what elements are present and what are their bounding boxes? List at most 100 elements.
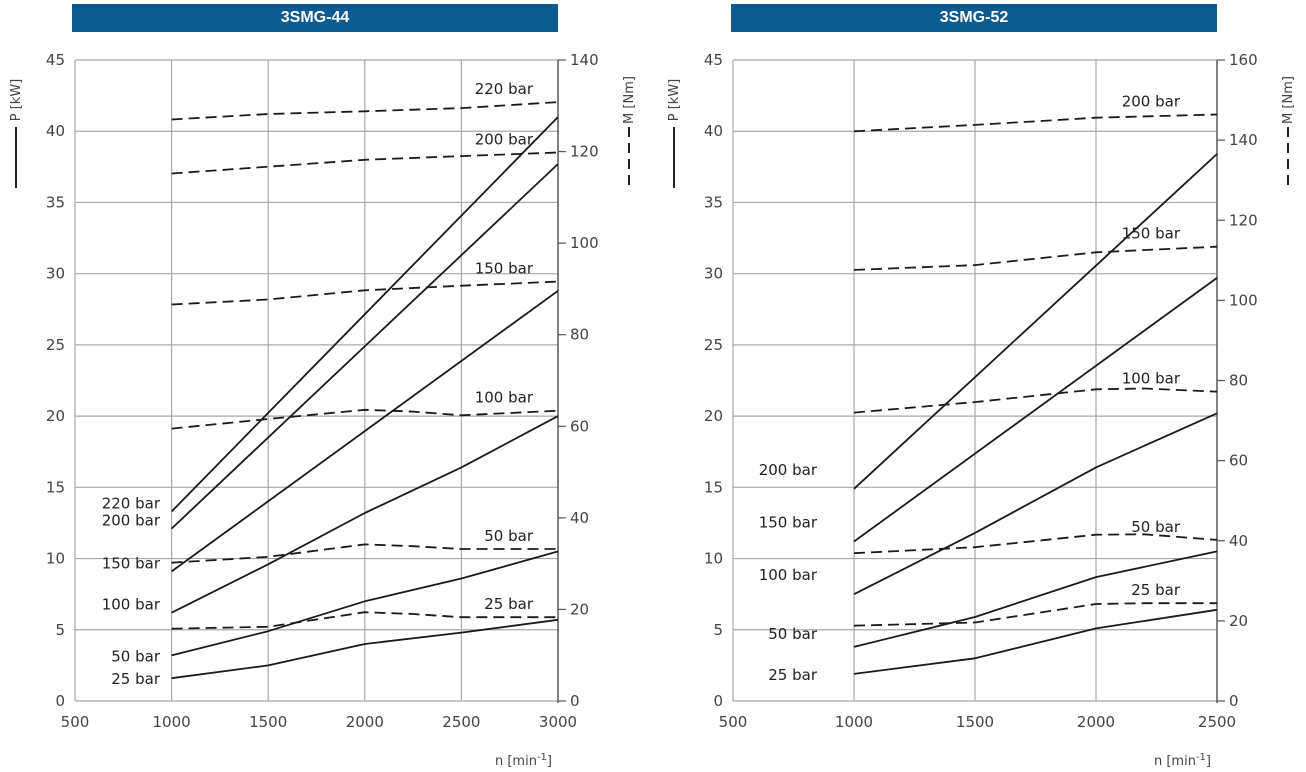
chart1-y2-tick-label: 60 (570, 417, 589, 435)
chart1-x-axis-label: n [min-1] (495, 752, 552, 769)
chart2-power-series-label: 50 bar (768, 625, 818, 643)
chart1-torque-line (171, 543, 558, 564)
chart1-power-series-label: 150 bar (102, 554, 161, 572)
chart1-power-series-label: 50 bar (111, 647, 161, 665)
chart2-y-tick-label: 45 (704, 51, 723, 69)
chart1-x-tick-label: 1000 (153, 713, 191, 731)
chart1-y2-tick-label: 40 (570, 509, 589, 527)
chart1-x-tick-label: 1500 (249, 713, 287, 731)
chart2-power-series-label: 150 bar (759, 513, 818, 531)
chart2-x-axis-label: n [min-1] (1154, 752, 1211, 769)
chart2-y-tick-label: 25 (704, 336, 723, 354)
chart1-power-line (170, 116, 559, 513)
chart1-y-tick-label: 20 (46, 407, 65, 425)
chart2-power-series-label: 100 bar (759, 566, 818, 584)
chart2-torque-series-label: 200 bar (1122, 92, 1181, 110)
chart1-y-tick-label: 40 (46, 122, 65, 140)
chart1-torque-series-label: 150 bar (475, 260, 534, 278)
chart1-x-tick-label: 500 (61, 713, 90, 731)
chart1-y2-tick-label: 0 (570, 692, 580, 710)
chart1-power-series-label: 220 bar (102, 495, 161, 513)
chart2-power-line (853, 550, 1218, 648)
chart2-x-tick-label: 2500 (1198, 713, 1236, 731)
chart2-torque-line (853, 245, 1218, 271)
chart1-torque-series-label: 25 bar (484, 595, 534, 613)
chart2-y-tick-label: 5 (713, 621, 723, 639)
chart2-torque-line (853, 602, 1217, 627)
chart2-y-tick-label: 35 (704, 193, 723, 211)
chart1-torque-series-label: 100 bar (475, 389, 534, 407)
chart1-y-tick-label: 25 (46, 336, 65, 354)
chart2-y-tick-label: 0 (713, 692, 723, 710)
chart2-x-tick-label: 1500 (956, 713, 994, 731)
chart2-y2-tick-label: 120 (1229, 211, 1258, 229)
chart1-y-tick-label: 5 (55, 621, 65, 639)
chart2-x-tick-label: 500 (719, 713, 748, 731)
chart1-power-series-label: 200 bar (102, 512, 161, 530)
chart1-y-tick-label: 45 (46, 51, 65, 69)
chart1-y-axis-label: P [kW] (9, 79, 24, 122)
chart1-power-line (171, 290, 559, 573)
chart2-y2-tick-label: 140 (1229, 131, 1258, 149)
chart2-y2-axis-label: M [Nm] (1281, 76, 1296, 124)
chart2-y-axis-label: P [kW] (667, 79, 682, 122)
chart1-x-tick-label: 2500 (442, 713, 480, 731)
chart2-x-tick-label: 1000 (835, 713, 873, 731)
chart1-y2-tick-label: 100 (570, 234, 599, 252)
chart1-torque-line (171, 280, 559, 306)
chart1-x-tick-label: 2000 (346, 713, 384, 731)
chart1-torque-series-label: 200 bar (475, 130, 534, 148)
chart1-torque-line (171, 151, 559, 175)
chart-title-right: 3SMG-52 (731, 4, 1217, 32)
chart2-y2-tick-label: 100 (1229, 291, 1258, 309)
chart2-y2-tick-label: 0 (1229, 692, 1239, 710)
chart1-y-tick-label: 30 (46, 265, 65, 283)
chart2-y2-tick-label: 80 (1229, 372, 1248, 390)
chart2-y2-tick-label: 40 (1229, 532, 1248, 550)
chart1-x-tick-label: 3000 (539, 713, 577, 731)
chart2-power-line (853, 412, 1218, 596)
chart1-torque-series-label: 50 bar (484, 527, 534, 545)
chart2-power-series-label: 25 bar (768, 666, 818, 684)
chart1-y2-axis-label: M [Nm] (622, 76, 637, 124)
chart1-torque-line (171, 408, 559, 430)
chart1-y-tick-label: 0 (55, 692, 65, 710)
chart2-y2-tick-label: 160 (1229, 51, 1258, 69)
chart1-y-tick-label: 35 (46, 193, 65, 211)
chart2-y-tick-label: 20 (704, 407, 723, 425)
chart2-torque-line (853, 387, 1218, 414)
chart1-y-tick-label: 10 (46, 550, 65, 568)
chart2-torque-series-label: 25 bar (1131, 581, 1181, 599)
chart1-y2-tick-label: 120 (570, 143, 599, 161)
chart2-power-series-label: 200 bar (759, 461, 818, 479)
chart1-power-series-label: 100 bar (102, 596, 161, 614)
chart2-torque-series-label: 100 bar (1122, 370, 1181, 388)
chart1-y2-tick-label: 80 (570, 326, 589, 344)
chart2-y-tick-label: 10 (704, 550, 723, 568)
chart2-torque-series-label: 150 bar (1122, 225, 1181, 243)
chart2-power-line (853, 277, 1218, 543)
chart2-power-line (853, 153, 1218, 490)
chart1-torque-line (171, 101, 559, 121)
chart1-y-tick-label: 15 (46, 478, 65, 496)
chart2-torque-line (853, 113, 1218, 133)
chart2-y-tick-label: 30 (704, 265, 723, 283)
chart2-y2-tick-label: 60 (1229, 452, 1248, 470)
chart-title-left: 3SMG-44 (72, 4, 558, 32)
chart1-y2-tick-label: 140 (570, 51, 599, 69)
chart1-power-line (170, 163, 559, 530)
chart1-y2-tick-label: 20 (570, 600, 589, 618)
chart2-power-line (853, 608, 1218, 675)
chart2-y2-tick-label: 20 (1229, 612, 1248, 630)
chart1-power-series-label: 25 bar (111, 670, 161, 688)
chart2-torque-series-label: 50 bar (1131, 518, 1181, 536)
chart1-torque-line (171, 611, 558, 630)
chart2-torque-line (853, 533, 1218, 555)
chart1-torque-series-label: 220 bar (475, 80, 534, 98)
chart2-y-tick-label: 40 (704, 122, 723, 140)
chart1-power-line (171, 618, 559, 680)
chart1-power-line (171, 415, 559, 614)
chart2-x-tick-label: 2000 (1077, 713, 1115, 731)
chart2-y-tick-label: 15 (704, 478, 723, 496)
